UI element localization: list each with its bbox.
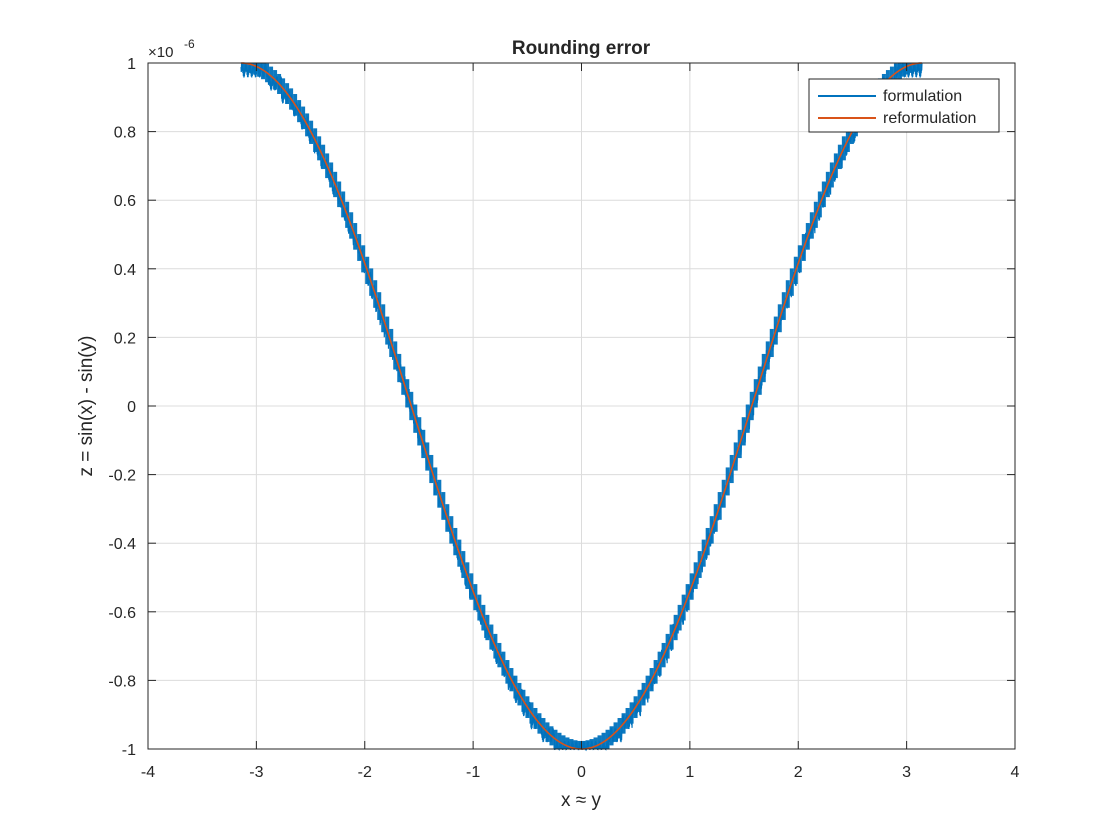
y-exponent-power: -6 xyxy=(184,37,195,51)
x-axis-label: x ≈ y xyxy=(561,790,601,811)
y-tick-label: 0 xyxy=(127,399,136,416)
x-tick-label: 1 xyxy=(685,764,694,781)
y-exponent-label: ×10 -6 xyxy=(148,37,195,61)
y-tick-label: 0.2 xyxy=(114,330,136,347)
y-tick-label: 1 xyxy=(127,56,136,73)
ticks xyxy=(147,62,1016,750)
x-tick-label: 0 xyxy=(577,764,586,781)
formulation-step xyxy=(909,63,914,73)
formulation-step xyxy=(901,63,906,77)
y-tick-label: -0.4 xyxy=(108,536,136,553)
formulation-step xyxy=(253,63,258,75)
legend-label-reformulation: reformulation xyxy=(883,110,976,127)
formulation-step xyxy=(905,63,910,75)
tick-labels: -4 -3 -2 -1 0 1 2 3 4 -1 -0.8 -0.6 -0.4 -0.2 0 0.2 0.4 0.… xyxy=(108,56,1019,781)
grid xyxy=(147,62,1016,750)
formulation-step xyxy=(565,737,570,749)
formulation-step xyxy=(561,735,566,749)
legend: formulation reformulation xyxy=(808,78,1000,133)
chart-title: Rounding error xyxy=(512,38,651,59)
y-tick-label: -1 xyxy=(122,742,136,759)
formulation-step xyxy=(241,63,246,72)
formulation-step xyxy=(897,63,902,80)
formulation-step xyxy=(245,63,250,72)
x-tick-label: 2 xyxy=(794,764,803,781)
formulation-step xyxy=(257,63,262,77)
y-tick-label: -0.2 xyxy=(108,468,136,485)
formulation-step xyxy=(261,63,266,80)
formulation-step xyxy=(249,63,254,73)
formulation-step xyxy=(569,739,574,749)
x-tick-label: 4 xyxy=(1011,764,1020,781)
x-tick-label: -4 xyxy=(141,764,155,781)
formulation-step xyxy=(581,740,586,749)
formulation-step xyxy=(557,732,562,749)
x-tick-label: -2 xyxy=(358,764,372,781)
x-tick-label: 3 xyxy=(902,764,911,781)
x-tick-label: -3 xyxy=(249,764,263,781)
formulation-step xyxy=(577,740,582,749)
formulation-step xyxy=(573,740,578,749)
y-axis-label: z = sin(x) - sin(y) xyxy=(76,336,97,477)
formulation-step xyxy=(593,737,598,749)
legend-label-formulation: formulation xyxy=(883,88,962,105)
formulation-step xyxy=(601,732,606,749)
legend-box xyxy=(808,78,1000,133)
formulation-step xyxy=(589,739,594,749)
formulation-step xyxy=(917,63,922,72)
x-tick-label: -1 xyxy=(466,764,480,781)
formulation-step xyxy=(597,735,602,749)
y-exponent-base: ×10 xyxy=(148,44,173,61)
y-tick-label: -0.6 xyxy=(108,605,136,622)
formulation-step xyxy=(585,740,590,749)
y-tick-label: 0.4 xyxy=(114,262,136,279)
y-tick-label: 0.6 xyxy=(114,193,136,210)
y-tick-label: -0.8 xyxy=(108,673,136,690)
formulation-step xyxy=(913,63,918,72)
y-tick-label: 0.8 xyxy=(114,125,136,142)
